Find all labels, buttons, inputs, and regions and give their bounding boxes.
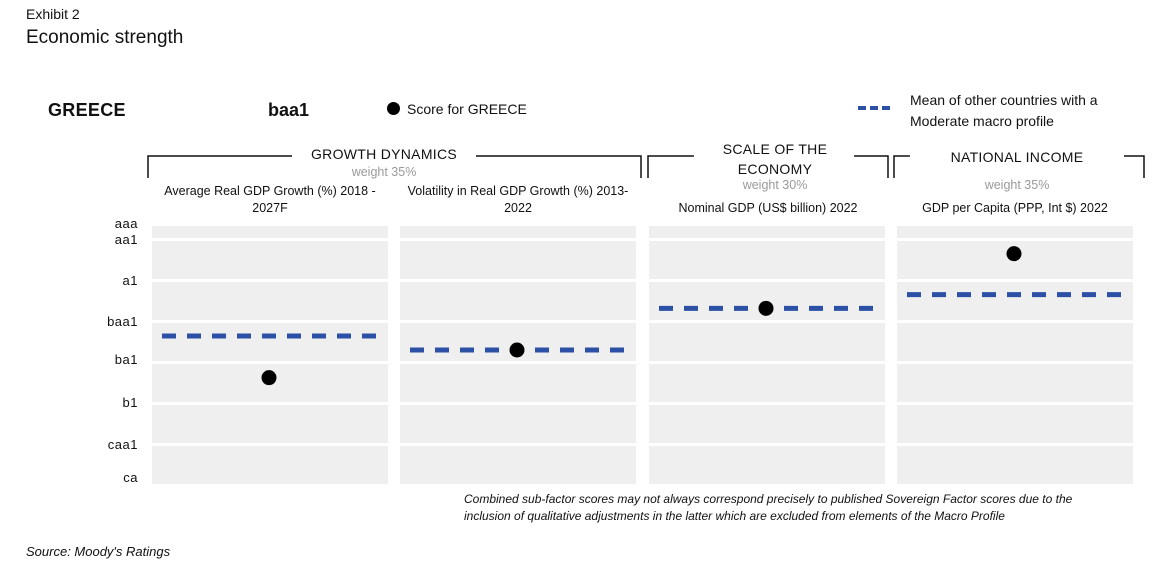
y-tick-caa1: caa1 [107,437,138,452]
bracket-growth-dynamics-right [476,155,642,178]
rating-band [649,405,885,443]
bracket-scale-right [854,155,889,178]
score-dot [261,370,277,386]
score-dot [509,342,525,358]
rating-band [649,226,885,238]
rating-band [649,446,885,484]
category-weight-scale: weight 30% [742,178,808,192]
rating-bands [152,226,1133,484]
score-dot [758,300,774,316]
rating-band [152,241,388,279]
exhibit-label: Exhibit 2 [26,6,80,22]
factor-label-avg-gdp-growth: Average Real GDP Growth (%) 2018 - 2027F [164,184,376,215]
y-tick-aa1: aa1 [114,232,138,247]
y-tick-baa1: baa1 [107,314,138,329]
factor-label-nominal-gdp: Nominal GDP (US$ billion) 2022 [678,201,858,215]
y-tick-aaa: aaa [114,216,138,231]
footnote: Combined sub-factor scores may not alway… [464,492,1073,523]
rating-band [152,282,388,320]
category-weight-growth-dynamics: weight 35% [351,165,417,179]
rating-band [152,323,388,361]
rating-band [897,323,1133,361]
country-name: GREECE [48,100,126,120]
y-tick-a1: a1 [122,273,138,288]
category-weight-national-income: weight 35% [984,178,1050,192]
rating-band [649,323,885,361]
rating-band [649,241,885,279]
score-legend-dot-icon [387,102,400,115]
y-tick-ba1: ba1 [114,352,138,367]
rating-band [897,446,1133,484]
bracket-income-left [893,155,910,178]
score-markers [261,246,1022,386]
rating-band [400,364,636,402]
rating-band [897,282,1133,320]
rating-band [152,226,388,238]
y-tick-ca: ca [123,470,138,485]
rating-band [400,282,636,320]
mean-legend-label: Mean of other countries with a Moderate … [910,92,1098,129]
y-tick-b1: b1 [122,395,138,410]
rating-band [897,364,1133,402]
rating-band [400,241,636,279]
category-title-national-income: NATIONAL INCOME [914,149,1120,165]
score-legend-label: Score for GREECE [407,101,527,117]
mean-legend-dash-icon [858,106,890,110]
rating-band [897,226,1133,238]
category-title-growth-dynamics: GROWTH DYNAMICS [296,146,472,162]
rating-band [400,226,636,238]
rating-band [649,364,885,402]
rating-band [400,405,636,443]
rating-band [152,405,388,443]
rating-band [897,405,1133,443]
rating-band [400,446,636,484]
bracket-growth-dynamics [147,155,292,178]
chart-title: Economic strength [26,27,184,48]
rating-band [152,446,388,484]
category-brackets [147,155,1145,178]
bracket-scale-left [647,155,694,178]
source-line: Source: Moody's Ratings [26,544,171,559]
category-title-scale: SCALE OF THE ECONOMY [700,139,850,179]
factor-label-gdp-per-capita: GDP per Capita (PPP, Int $) 2022 [922,201,1108,215]
factor-label-gdp-volatility: Volatility in Real GDP Growth (%) 2013-2… [407,184,629,215]
overall-score: baa1 [268,100,310,120]
score-dot [1006,246,1022,262]
bracket-income-right [1124,155,1145,178]
